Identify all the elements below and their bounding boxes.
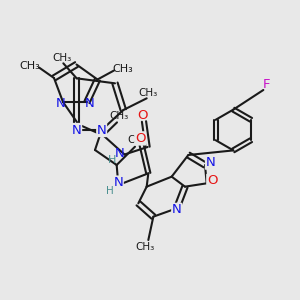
- Text: H: H: [108, 155, 117, 165]
- Text: N: N: [206, 156, 215, 169]
- Text: N: N: [56, 97, 65, 110]
- Text: O: O: [135, 132, 146, 145]
- Text: O: O: [137, 109, 148, 122]
- Text: N: N: [172, 203, 182, 216]
- Text: CH₃: CH₃: [112, 64, 133, 74]
- Text: N: N: [72, 124, 82, 136]
- Text: CH₃: CH₃: [110, 111, 129, 122]
- Text: N: N: [85, 97, 94, 110]
- Text: CH₃: CH₃: [139, 88, 158, 98]
- Text: CH₃: CH₃: [136, 242, 155, 252]
- Text: O: O: [207, 174, 217, 188]
- Text: CH₃: CH₃: [52, 53, 71, 63]
- Text: CH₃: CH₃: [19, 61, 40, 71]
- Text: N: N: [115, 147, 125, 160]
- Text: N: N: [113, 176, 123, 189]
- Text: N: N: [97, 124, 106, 136]
- Text: CH₃: CH₃: [127, 135, 146, 145]
- Text: F: F: [263, 77, 271, 91]
- Text: H: H: [106, 186, 114, 196]
